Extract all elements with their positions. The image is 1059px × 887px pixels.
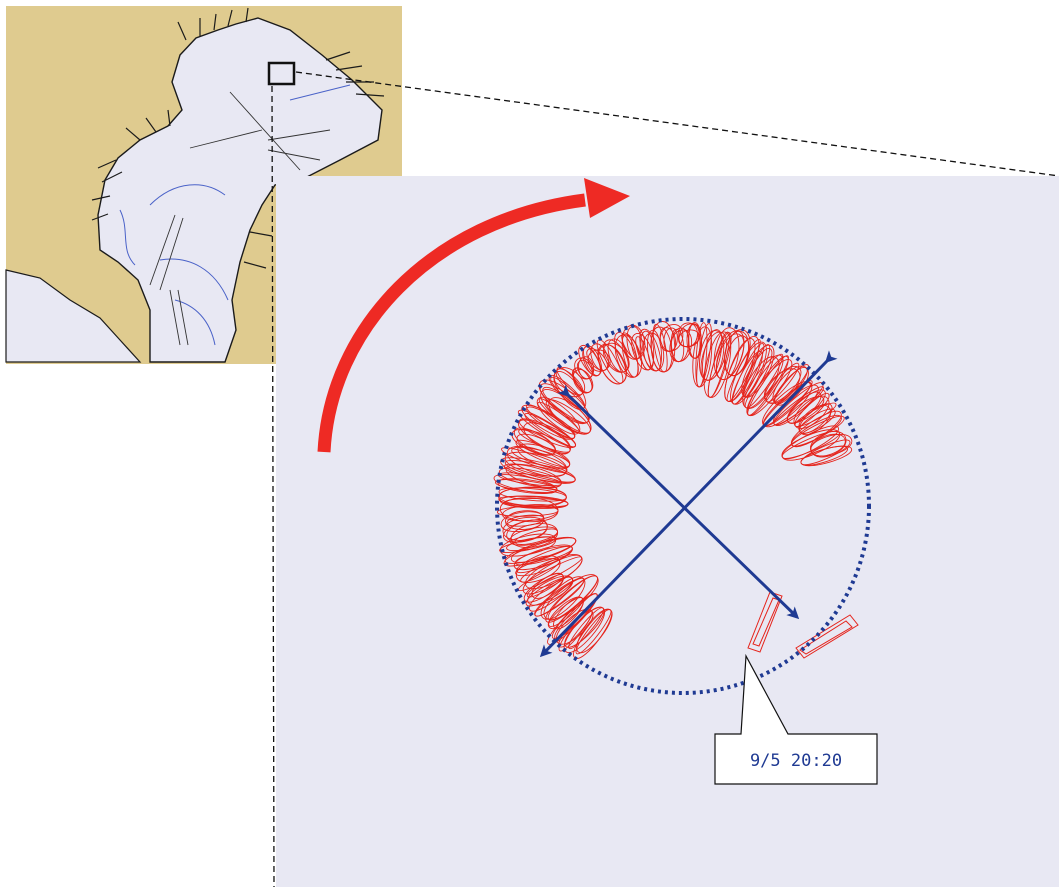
- inset-map-depth-contours: [119, 84, 351, 346]
- axis-arrow-nw-se: [557, 384, 800, 620]
- zoom-leader-lines: [271, 71, 1059, 887]
- inset-map-fairways: [149, 91, 331, 346]
- time-callout: 9/5 20:20: [714, 653, 878, 785]
- inset-map-ocean: [5, 269, 142, 363]
- rotation-arrow-icon: [317, 178, 630, 453]
- inset-map-bay-water: [97, 17, 383, 363]
- inset-map-locator-box: [267, 61, 296, 86]
- callout-label: 9/5 20:20: [750, 751, 842, 771]
- detail-panel: 9/5 20:20: [276, 176, 1059, 887]
- inset-map-piers: [91, 7, 385, 269]
- callout-box: [714, 653, 878, 785]
- detail-panel-background: [276, 176, 1059, 887]
- swing-ellipse-icon: [495, 317, 871, 695]
- axes-icon: [539, 350, 838, 658]
